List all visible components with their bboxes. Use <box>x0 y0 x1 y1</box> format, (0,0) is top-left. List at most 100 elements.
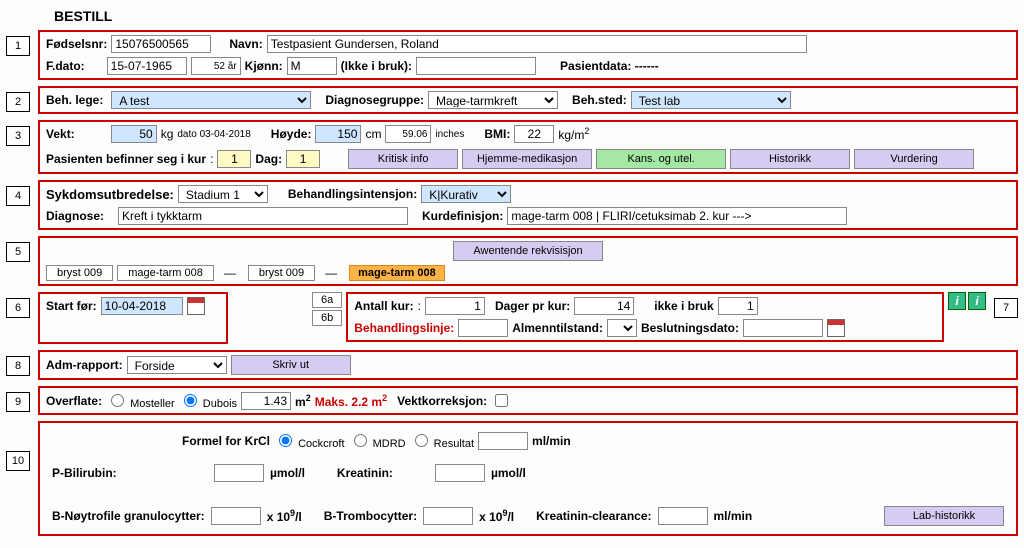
hoyde-input[interactable] <box>315 125 361 143</box>
age-display <box>191 57 241 75</box>
section-start: Start før: <box>38 292 228 344</box>
beh-sted-select[interactable]: Test lab <box>631 91 791 109</box>
diag-gruppe-select[interactable]: Mage-tarmkreft <box>428 91 558 109</box>
marker-8: 8 <box>6 356 30 376</box>
fdato-input[interactable] <box>107 57 187 75</box>
fdato-label: F.dato: <box>46 59 85 73</box>
radio-mosteller[interactable]: Mosteller <box>106 391 175 410</box>
vektkorr-checkbox[interactable] <box>495 394 508 407</box>
almenn-select[interactable] <box>607 319 637 337</box>
marker-9: 9 <box>6 392 30 412</box>
fnr-label: Fødselsnr: <box>46 37 107 51</box>
adm-select[interactable]: Forside <box>127 356 227 374</box>
gran-unit: x 109/l <box>267 508 302 524</box>
btn-skriv-ut[interactable]: Skriv ut <box>231 355 351 375</box>
fnr-input[interactable] <box>111 35 211 53</box>
hoyde-unit: cm <box>365 127 381 141</box>
marker-3: 3 <box>6 126 30 146</box>
sykutb-select[interactable]: Stadium 1 <box>178 185 268 203</box>
gran-label: B-Nøytrofile granulocytter: <box>52 509 205 523</box>
m2-unit: m2 <box>295 393 311 409</box>
btn-hjemme[interactable]: Hjemme-medikasjon <box>462 149 592 169</box>
bmi-input <box>514 125 554 143</box>
section-seq: Awentende rekvisisjon bryst 009 mage-tar… <box>38 236 1018 286</box>
formel-result-input[interactable] <box>478 432 528 450</box>
maks-text: Maks. 2.2 m2 <box>315 393 387 409</box>
section-overflate: Overflate: Mosteller Dubois m2 Maks. 2.2… <box>38 386 1018 415</box>
marker-6b: 6b <box>312 310 342 326</box>
inches-input <box>385 125 431 143</box>
almenn-label: Almenntilstand: <box>512 321 603 335</box>
ikke-i-bruk-input[interactable] <box>718 297 758 315</box>
tromb-unit: x 109/l <box>479 508 514 524</box>
marker-6a: 6a <box>312 292 342 308</box>
pasientdata-label: Pasientdata: ------ <box>560 59 659 73</box>
tromb-input[interactable] <box>423 507 473 525</box>
marker-10: 10 <box>6 451 30 471</box>
overflate-label: Overflate: <box>46 394 102 408</box>
colon2: : <box>418 299 421 313</box>
besl-input[interactable] <box>743 319 823 337</box>
section-lab: Formel for KrCl Cockcroft MDRD Resultat … <box>38 421 1018 536</box>
btn-awentende[interactable]: Awentende rekvisisjon <box>453 241 603 261</box>
kreat-label: Kreatinin: <box>337 466 393 480</box>
vekt-unit: kg <box>161 127 174 141</box>
btn-kritisk[interactable]: Kritisk info <box>348 149 458 169</box>
btn-historikk[interactable]: Historikk <box>730 149 850 169</box>
navn-input[interactable] <box>267 35 807 53</box>
radio-dubois[interactable]: Dubois <box>179 391 237 410</box>
kur-no-input[interactable] <box>217 150 251 168</box>
hoyde-label: Høyde: <box>271 127 312 141</box>
marker-7: 7 <box>994 298 1018 318</box>
ikke-bruk-input[interactable] <box>416 57 536 75</box>
radio-cockcroft[interactable]: Cockcroft <box>274 431 345 450</box>
dag-input[interactable] <box>286 150 320 168</box>
start-date-input[interactable] <box>101 297 183 315</box>
section-beh: Beh. lege: A test Diagnosegruppe: Mage-t… <box>38 86 1018 114</box>
btn-vurdering[interactable]: Vurdering <box>854 149 974 169</box>
dager-label: Dager pr kur: <box>495 299 570 313</box>
seq-btn-1[interactable]: bryst 009 <box>46 265 113 281</box>
diag-input[interactable] <box>118 207 408 225</box>
kurdef-label: Kurdefinisjon: <box>422 209 503 223</box>
antall-input[interactable] <box>425 297 485 315</box>
clear-input[interactable] <box>658 507 708 525</box>
section-syk: Sykdomsutbredelse: Stadium 1 Behandlings… <box>38 180 1018 230</box>
seq-btn-2[interactable]: mage-tarm 008 <box>117 265 214 281</box>
bmi-label: BMI: <box>484 127 510 141</box>
tromb-label: B-Trombocytter: <box>324 509 417 523</box>
info-icon-1[interactable]: i <box>948 292 966 310</box>
gran-input[interactable] <box>211 507 261 525</box>
linje-label: Behandlingslinje: <box>354 321 454 335</box>
linje-input[interactable] <box>458 319 508 337</box>
beh-lege-select[interactable]: A test <box>111 91 311 109</box>
btn-kans[interactable]: Kans. og utel. <box>596 149 726 169</box>
sykutb-label: Sykdomsutbredelse: <box>46 187 174 202</box>
radio-mdrd[interactable]: MDRD <box>349 431 406 450</box>
formel-label: Formel for KrCl <box>182 434 270 448</box>
dag-label: Dag: <box>255 152 282 166</box>
bmi-unit: kg/m2 <box>558 126 589 142</box>
overflate-input[interactable] <box>241 392 291 410</box>
intensjon-select[interactable]: K|Kurativ <box>421 185 511 203</box>
pbil-input[interactable] <box>214 464 264 482</box>
seq-btn-3[interactable]: bryst 009 <box>248 265 315 281</box>
marker-5: 5 <box>6 242 30 262</box>
inches-unit: inches <box>435 129 464 140</box>
calendar-icon[interactable] <box>187 297 205 315</box>
vekt-input[interactable] <box>111 125 157 143</box>
kjonn-input[interactable] <box>287 57 337 75</box>
navn-label: Navn: <box>229 37 262 51</box>
adm-label: Adm-rapport: <box>46 358 123 372</box>
besl-calendar-icon[interactable] <box>827 319 845 337</box>
radio-resultat[interactable]: Resultat <box>410 431 474 450</box>
section-kur-setup: Antall kur: : Dager pr kur: ikke i bruk … <box>346 292 944 342</box>
kurdef-input[interactable] <box>507 207 847 225</box>
clear-label: Kreatinin-clearance: <box>536 509 651 523</box>
btn-lab-historikk[interactable]: Lab-historikk <box>884 506 1004 526</box>
kreat-input[interactable] <box>435 464 485 482</box>
info-icon-2[interactable]: i <box>968 292 986 310</box>
seq-current[interactable]: mage-tarm 008 <box>349 265 445 281</box>
kjonn-label: Kjønn: <box>245 59 283 73</box>
dager-input[interactable] <box>574 297 634 315</box>
